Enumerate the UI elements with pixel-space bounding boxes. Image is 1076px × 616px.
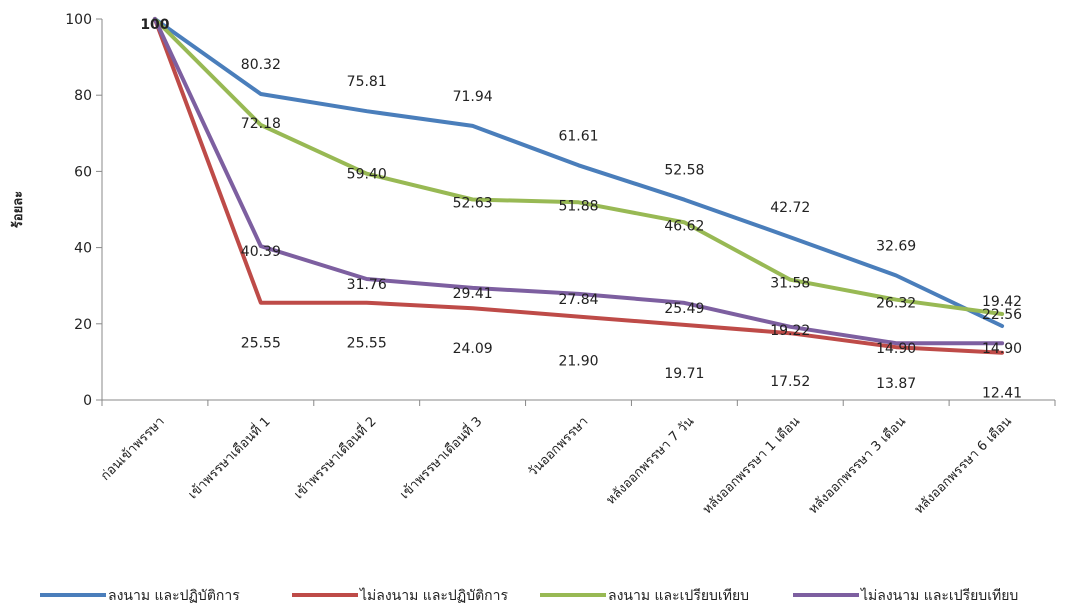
y-tick-label: 80 [74, 88, 92, 104]
data-label: 21.90 [558, 354, 598, 370]
y-tick-label: 20 [74, 317, 92, 333]
x-tick-label: เข้าพรรษาเดือนที่ 2 [290, 413, 380, 503]
data-label: 40.39 [241, 244, 281, 260]
data-label: 19.71 [664, 366, 704, 382]
data-label: 52.63 [453, 195, 493, 211]
data-label: 25.49 [664, 301, 704, 317]
data-label: 42.72 [770, 200, 810, 216]
data-label: 51.88 [558, 198, 598, 214]
y-tick-label: 60 [74, 164, 92, 180]
series-lines [152, 17, 1005, 355]
x-tick-label: ก่อนเข้าพรรษา [98, 414, 168, 484]
legend-label-4: ไม่ลงนาม และเปรียบเทียบ [860, 587, 1018, 604]
data-labels: 100 80.32 75.81 71.94 61.61 52.58 42.72 32.69 19… [140, 17, 1022, 402]
data-label: 17.52 [770, 374, 810, 390]
legend: ลงนาม และปฏิบัติการ ไม่ลงนาม และปฏิบัติกา… [40, 587, 1018, 604]
data-label: 32.69 [876, 238, 916, 254]
x-tick-label: หลังออกพรรษา 6 เดือน [911, 413, 1015, 517]
y-tick-label: 40 [74, 241, 92, 257]
x-tick-label: วันออกพรรษา [526, 414, 592, 480]
legend-label-1: ลงนาม และปฏิบัติการ [108, 588, 240, 604]
data-label: 22.56 [982, 307, 1022, 323]
data-label: 71.94 [453, 89, 493, 105]
x-tick-label: หลังออกพรรษา 1 เดือน [699, 413, 803, 517]
data-label: 19.22 [770, 323, 810, 339]
data-label: 80.32 [241, 57, 281, 73]
data-label: 14.90 [982, 341, 1022, 357]
series-line-2 [152, 17, 1005, 355]
y-tick-label: 100 [65, 12, 92, 28]
data-label: 25.55 [241, 336, 281, 352]
data-label: 31.58 [770, 276, 810, 292]
legend-label-2: ไม่ลงนาม และปฏิบัติการ [359, 587, 509, 604]
x-tick-label: เข้าพรรษาเดือนที่ 3 [396, 413, 486, 503]
x-tick-label: เข้าพรรษาเดือนที่ 1 [184, 413, 274, 503]
data-label: 75.81 [347, 74, 387, 90]
x-tick-label: หลังออกพรรษา 7 วัน [604, 414, 698, 508]
series-line-3 [152, 17, 1005, 316]
legend-label-3: ลงนาม และเปรียบเทียบ [608, 588, 749, 604]
x-tick-label: หลังออกพรรษา 3 เดือน [805, 413, 909, 517]
data-label: 72.18 [241, 116, 281, 132]
data-label: 31.76 [347, 277, 387, 293]
data-label: 13.87 [876, 376, 916, 392]
data-label: 24.09 [453, 341, 493, 357]
data-label: 59.40 [347, 167, 387, 183]
data-label: 12.41 [982, 386, 1022, 402]
series-line-4 [152, 17, 1005, 346]
data-label: 46.62 [664, 218, 704, 234]
data-label: 29.41 [453, 286, 493, 302]
y-tick-label: 0 [83, 393, 92, 409]
data-label: 27.84 [558, 292, 598, 308]
series-line-1 [152, 17, 1005, 328]
data-label: 52.58 [664, 163, 704, 179]
data-label: 61.61 [558, 128, 598, 144]
data-label: 14.90 [876, 341, 916, 357]
data-label: 25.55 [347, 336, 387, 352]
y-axis-label: ร้อยละ [10, 191, 26, 228]
data-label: 26.32 [876, 296, 916, 312]
data-label: 19.42 [982, 294, 1022, 310]
data-label: 100 [140, 17, 169, 33]
